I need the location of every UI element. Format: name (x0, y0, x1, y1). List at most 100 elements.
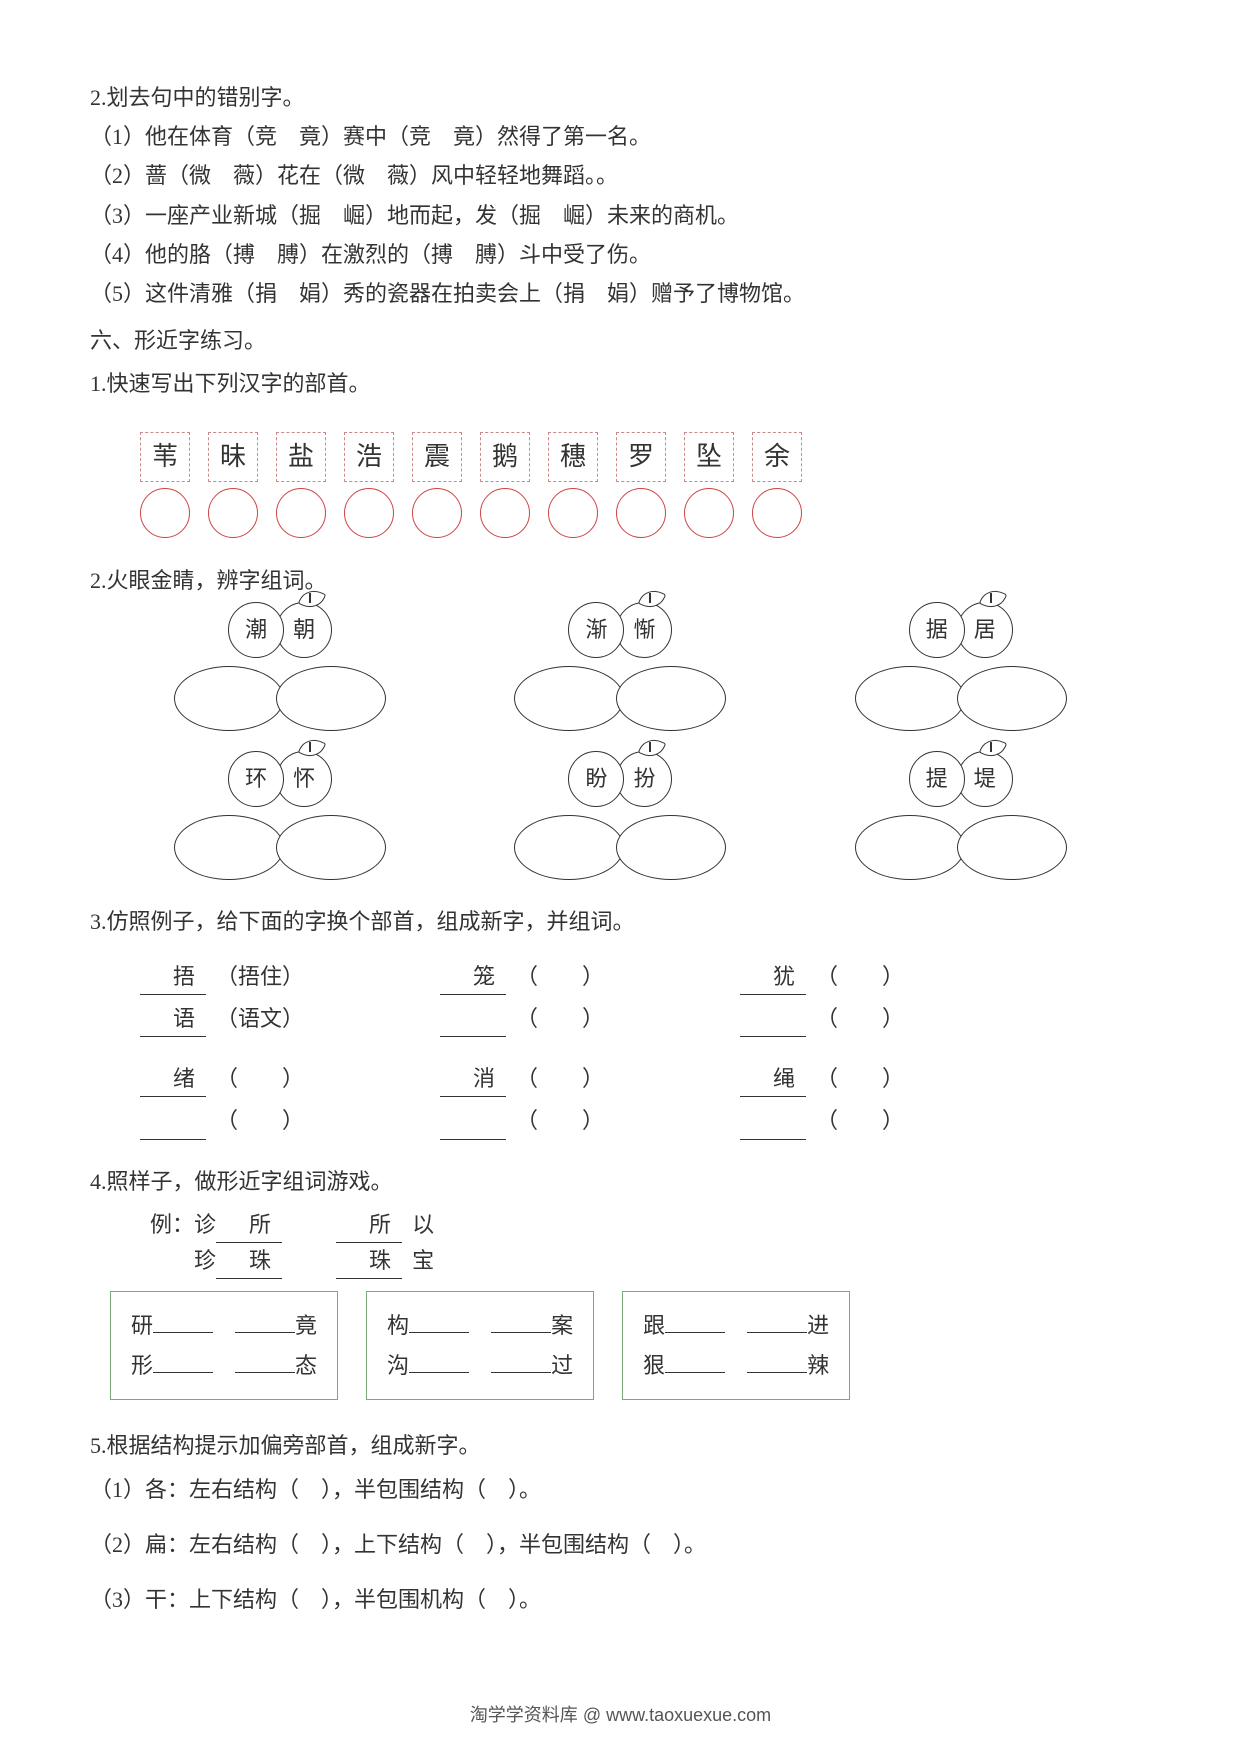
apple-char: 潮 (228, 602, 284, 658)
char-blank: 消 (440, 1061, 506, 1097)
apple-char: 盼 (568, 751, 624, 807)
word-bracket: （ ） (816, 1103, 904, 1138)
radical-answer-circle (684, 488, 734, 538)
ex4-ex-line: 例：诊 所 所 以 (150, 1207, 1151, 1243)
apple-char: 据 (909, 602, 965, 658)
oval-pair (514, 666, 726, 731)
ex4-box: 构 案沟 过 (366, 1291, 594, 1400)
apple-group: 环怀 (160, 751, 400, 880)
radical-char-box: 坠 (684, 432, 734, 482)
radical-answer-circle (480, 488, 530, 538)
char-blank: 绳 (740, 1061, 806, 1097)
answer-oval (616, 815, 726, 880)
word-bracket: （ ） (816, 959, 904, 994)
stem-icon (990, 593, 992, 603)
stem-icon (309, 742, 311, 752)
ex4-line: 研 竟 (131, 1306, 317, 1346)
apple-char: 堤 (957, 751, 1013, 807)
radical-row: 苇昧盐浩震鹅穗罗坠余 (140, 432, 1151, 538)
ex4-line: 沟 过 (387, 1346, 573, 1386)
char-blank (440, 1103, 506, 1139)
answer-oval (276, 815, 386, 880)
stem-icon (990, 742, 992, 752)
radical-item: 穗 (548, 432, 598, 538)
apple-group: 渐惭 (500, 602, 740, 731)
ex3-cell: （ ） (440, 1001, 680, 1037)
radical-char-box: 浩 (344, 432, 394, 482)
apple-group: 潮朝 (160, 602, 400, 731)
radical-item: 浩 (344, 432, 394, 538)
word-bracket: （ ） (516, 959, 604, 994)
word-bracket: （ ） (516, 1001, 604, 1036)
char-blank (740, 1103, 806, 1139)
footer: 淘学学资料库 @ www.taoxuexue.com (0, 1701, 1241, 1730)
word-bracket: （ ） (216, 1061, 304, 1096)
s6-q5-item: （1）各：左右结构（ ），半包围结构（ ）。 (90, 1472, 1151, 1507)
answer-oval (855, 666, 965, 731)
char-blank: 笼 (440, 959, 506, 995)
radical-item: 坠 (684, 432, 734, 538)
q2-line: （4）他的胳（搏 膊）在激烈的（搏 膊）斗中受了伤。 (90, 237, 1151, 272)
radical-char-box: 穗 (548, 432, 598, 482)
oval-pair (855, 666, 1067, 731)
oval-pair (174, 666, 386, 731)
radical-answer-circle (752, 488, 802, 538)
radical-answer-circle (548, 488, 598, 538)
ex4-box: 研 竟形 态 (110, 1291, 338, 1400)
ex3-table: 捂 （捂住） 笼 （ ） 犹 （ ） 语 （语文） （ ） （ ） 绪 （ ） … (140, 959, 1151, 1140)
stem-icon (309, 593, 311, 603)
char-blank: 语 (140, 1001, 206, 1037)
ex4-line: 形 态 (131, 1346, 317, 1386)
radical-answer-circle (344, 488, 394, 538)
ex4-ex-line: 珍 珠 珠 宝 (150, 1243, 1151, 1279)
char-blank: 绪 (140, 1061, 206, 1097)
leaf-icon (979, 734, 1007, 761)
radical-answer-circle (616, 488, 666, 538)
char-blank (440, 1001, 506, 1037)
ex3-cell: 笼 （ ） (440, 959, 680, 995)
radical-item: 余 (752, 432, 802, 538)
radical-item: 震 (412, 432, 462, 538)
leaf-icon (298, 734, 326, 761)
stem-icon (649, 742, 651, 752)
apple-char: 惭 (616, 602, 672, 658)
answer-oval (514, 815, 624, 880)
answer-oval (855, 815, 965, 880)
s6-q3-title: 3.仿照例子，给下面的字换个部首，组成新字，并组词。 (90, 904, 1151, 939)
ex3-row: 绪 （ ） 消 （ ） 绳 （ ） (140, 1061, 1151, 1097)
word-bracket: （捂住） (216, 959, 304, 994)
q2-line: （1）他在体育（竞 竟）赛中（竞 竟）然得了第一名。 (90, 119, 1151, 154)
apple-pair: 渐惭 (568, 602, 672, 672)
ex4-example: 例：诊 所 所 以 珍 珠 珠 宝 (150, 1207, 1151, 1279)
s6-q5-item: （3）干：上下结构（ ），半包围机构（ ）。 (90, 1582, 1151, 1617)
apple-pair: 盼扮 (568, 751, 672, 821)
apple-char: 提 (909, 751, 965, 807)
leaf-icon (638, 734, 666, 761)
radical-answer-circle (140, 488, 190, 538)
s6-q5-item: （2）扁：左右结构（ ），上下结构（ ），半包围结构（ ）。 (90, 1527, 1151, 1562)
char-blank: 犹 (740, 959, 806, 995)
ex3-row: 语 （语文） （ ） （ ） (140, 1001, 1151, 1037)
radical-char-box: 罗 (616, 432, 666, 482)
word-bracket: （ ） (816, 1001, 904, 1036)
answer-oval (174, 666, 284, 731)
radical-answer-circle (208, 488, 258, 538)
radical-char-box: 震 (412, 432, 462, 482)
apple-row-2: 环怀 盼扮 提堤 (90, 751, 1151, 880)
word-bracket: （ ） (516, 1103, 604, 1138)
ex4-line: 跟 进 (643, 1306, 829, 1346)
apple-pair: 据居 (909, 602, 1013, 672)
radical-char-box: 鹅 (480, 432, 530, 482)
radical-item: 昧 (208, 432, 258, 538)
radical-item: 罗 (616, 432, 666, 538)
ex3-cell: 消 （ ） (440, 1061, 680, 1097)
radical-answer-circle (276, 488, 326, 538)
q2-line: （5）这件清雅（捐 娟）秀的瓷器在拍卖会上（捐 娟）赠予了博物馆。 (90, 276, 1151, 311)
ex3-cell: （ ） (740, 1001, 980, 1037)
q2-line: （2）蔷（微 薇）花在（微 薇）风中轻轻地舞蹈。。 (90, 158, 1151, 193)
ex3-cell: 捂 （捂住） (140, 959, 380, 995)
word-bracket: （ ） (216, 1103, 304, 1138)
radical-char-box: 苇 (140, 432, 190, 482)
ex3-cell: （ ） (140, 1103, 380, 1139)
word-bracket: （ ） (516, 1061, 604, 1096)
